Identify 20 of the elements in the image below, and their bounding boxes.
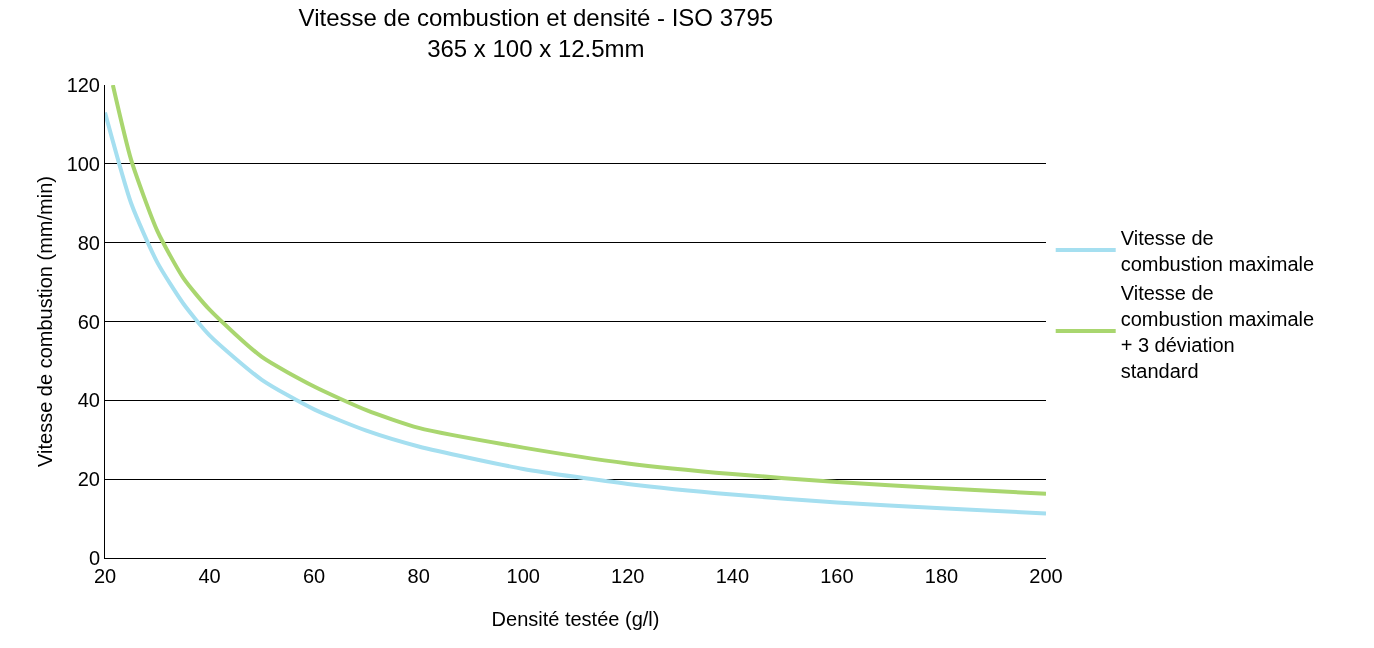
y-tick-label: 60 <box>77 310 100 333</box>
y-axis-title: Vitesse de combustion (mm/min) <box>34 176 57 467</box>
x-tick-label: 160 <box>820 565 854 587</box>
y-tick-label: 120 <box>66 74 100 96</box>
x-tick-label: 180 <box>924 565 959 587</box>
x-tick-label: 200 <box>1029 565 1063 587</box>
legend-label: Vitesse de combustion maximale <box>1120 226 1315 275</box>
x-tick-label: 100 <box>506 565 540 587</box>
legend-label: Vitesse de combustion maximale + 3 déviation standard <box>1120 281 1315 382</box>
x-axis-title: Densité testée (g/l) <box>491 607 660 630</box>
y-tick-label: 80 <box>77 231 100 254</box>
x-tick-label: 140 <box>715 565 750 587</box>
y-tick-label: 100 <box>66 152 100 175</box>
x-tick-label: 120 <box>611 565 645 587</box>
y-tick-label: 20 <box>77 468 100 491</box>
x-tick-label: 40 <box>198 565 221 587</box>
x-tick-label: 80 <box>407 565 430 587</box>
x-tick-label: 60 <box>302 565 326 587</box>
y-tick-label: 40 <box>77 389 100 412</box>
chart-title: Vitesse de combustion et densité - ISO 3795 365 x 100 x 12.5mm <box>298 3 774 63</box>
